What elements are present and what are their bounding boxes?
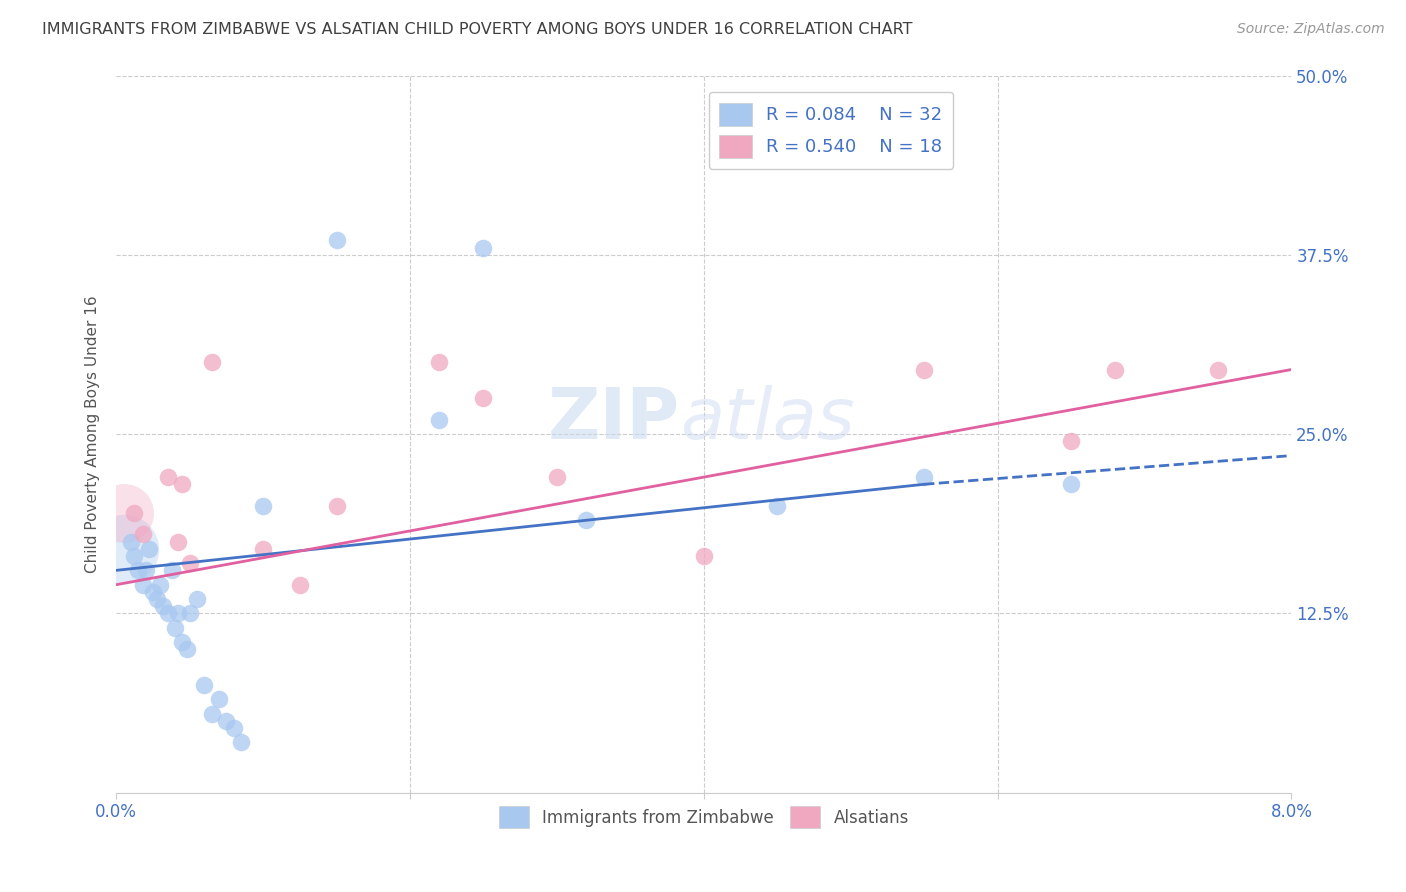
Point [152,599,174,614]
Point [693,549,716,563]
Point [179,556,201,570]
Point [472,241,495,255]
Y-axis label: Child Poverty Among Boys Under 16: Child Poverty Among Boys Under 16 [86,295,100,573]
Point [575,513,598,527]
Point [167,607,190,621]
Text: atlas: atlas [681,385,855,454]
Point [252,499,274,513]
Point [325,499,347,513]
Point [325,234,347,248]
Point [222,721,245,735]
Point [138,541,160,556]
Point [201,706,224,721]
Point [215,714,238,728]
Point [112,506,135,520]
Point [179,607,201,621]
Point [122,549,145,563]
Point [1104,362,1126,376]
Point [472,391,495,405]
Point [142,585,165,599]
Text: Source: ZipAtlas.com: Source: ZipAtlas.com [1237,22,1385,37]
Point [120,534,142,549]
Point [546,470,568,484]
Point [912,470,935,484]
Point [766,499,789,513]
Point [288,577,311,591]
Point [167,534,190,549]
Point [156,470,179,484]
Point [149,577,172,591]
Point [1206,362,1229,376]
Text: IMMIGRANTS FROM ZIMBABWE VS ALSATIAN CHILD POVERTY AMONG BOYS UNDER 16 CORRELATI: IMMIGRANTS FROM ZIMBABWE VS ALSATIAN CHI… [42,22,912,37]
Point [132,577,155,591]
Point [146,592,169,607]
Point [135,563,157,577]
Point [912,362,935,376]
Point [172,635,194,649]
Point [252,541,274,556]
Point [193,678,215,692]
Point [127,563,149,577]
Point [163,621,186,635]
Point [229,735,252,749]
Point [156,607,179,621]
Text: ZIP: ZIP [548,385,681,454]
Point [429,355,451,369]
Point [429,413,451,427]
Point [208,692,231,706]
Point [186,592,208,607]
Point [122,506,145,520]
Legend: Immigrants from Zimbabwe, Alsatians: Immigrants from Zimbabwe, Alsatians [492,800,915,835]
Point [1060,434,1083,449]
Point [112,541,135,556]
Point [201,355,224,369]
Point [160,563,183,577]
Point [176,642,198,657]
Point [172,477,194,491]
Point [132,527,155,541]
Point [1060,477,1083,491]
